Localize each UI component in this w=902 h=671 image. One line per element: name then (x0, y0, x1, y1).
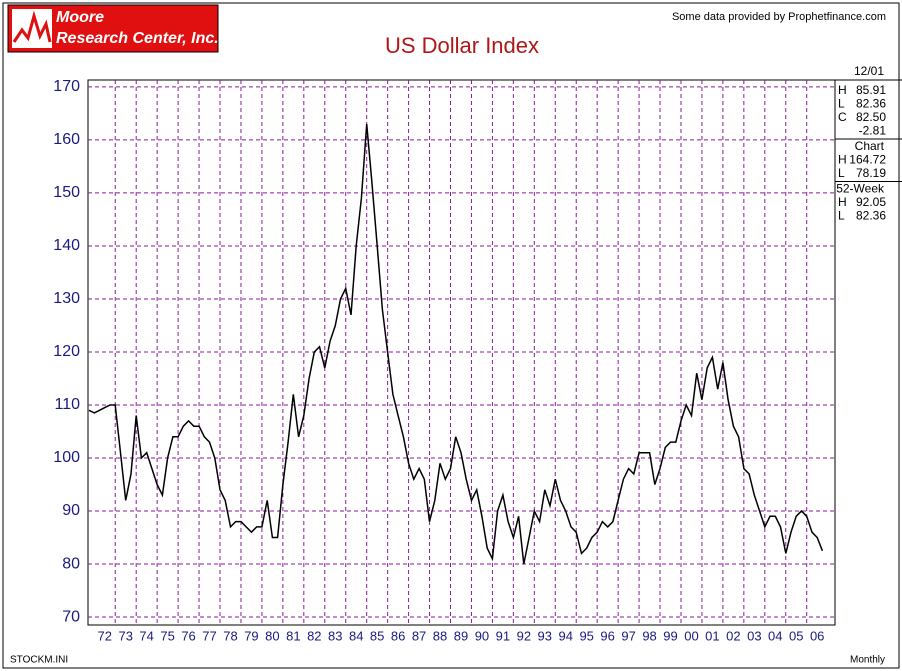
x-tick-label: 75 (160, 628, 174, 643)
x-tick-label: 88 (433, 628, 447, 643)
logo-text: Research Center, Inc. (56, 30, 219, 47)
x-tick-label: 93 (538, 628, 552, 643)
x-tick-label: 02 (726, 628, 740, 643)
y-tick-label: 70 (62, 608, 80, 625)
x-tick-label: 06 (810, 628, 824, 643)
x-tick-label: 74 (139, 628, 153, 643)
logo-text: Moore (56, 9, 104, 26)
x-tick-label: 04 (768, 628, 782, 643)
x-tick-label: 94 (559, 628, 573, 643)
x-tick-label: 79 (244, 628, 258, 643)
panel-label: L (838, 166, 845, 180)
x-tick-label: 99 (663, 628, 677, 643)
panel-label: C (838, 110, 847, 124)
y-tick-label: 130 (53, 290, 80, 307)
panel-heading: 52-Week (836, 182, 885, 196)
x-tick-label: 95 (579, 628, 593, 643)
y-tick-label: 80 (62, 555, 80, 572)
panel-value: 85.91 (856, 83, 886, 97)
x-tick-label: 89 (454, 628, 468, 643)
x-tick-label: 77 (202, 628, 216, 643)
x-tick-label: 73 (118, 628, 132, 643)
panel-label: L (838, 209, 845, 223)
y-tick-label: 120 (53, 343, 80, 360)
panel-heading: Chart (855, 139, 885, 153)
plot-frame (87, 79, 836, 626)
y-tick-label: 100 (53, 449, 80, 466)
x-tick-label: 82 (307, 628, 321, 643)
panel-value: -2.81 (859, 124, 887, 138)
y-tick-label: 140 (53, 237, 80, 254)
y-tick-label: 170 (53, 78, 80, 95)
x-tick-label: 05 (789, 628, 803, 643)
y-tick-label: 150 (53, 184, 80, 201)
panel-value: 78.19 (856, 166, 886, 180)
footer-right: Monthly (850, 655, 885, 666)
x-tick-label: 96 (600, 628, 614, 643)
x-tick-label: 97 (621, 628, 635, 643)
panel-label: H (838, 83, 847, 97)
panel-value: 82.36 (856, 209, 886, 223)
x-tick-label: 90 (475, 628, 489, 643)
chart-title: US Dollar Index (385, 33, 539, 58)
x-tick-label: 86 (391, 628, 405, 643)
x-tick-label: 81 (286, 628, 300, 643)
footer-left: STOCKM.INI (10, 655, 68, 666)
x-tick-label: 84 (349, 628, 363, 643)
panel-value: 82.36 (856, 97, 886, 111)
panel-label: H (838, 195, 847, 209)
x-tick-label: 76 (181, 628, 195, 643)
x-tick-label: 92 (517, 628, 531, 643)
x-tick-label: 78 (223, 628, 237, 643)
logo-mark (12, 10, 52, 43)
panel-label: H (838, 153, 847, 167)
y-tick-label: 160 (53, 131, 80, 148)
x-tick-label: 72 (98, 628, 112, 643)
panel-value: 92.05 (856, 195, 886, 209)
x-tick-label: 98 (642, 628, 656, 643)
y-tick-label: 90 (62, 502, 80, 519)
x-tick-label: 80 (265, 628, 279, 643)
panel-date: 12/01 (854, 64, 884, 78)
x-tick-label: 91 (496, 628, 510, 643)
x-tick-label: 00 (684, 628, 698, 643)
x-tick-label: 87 (412, 628, 426, 643)
y-tick-label: 110 (54, 396, 80, 413)
x-tick-label: 03 (747, 628, 761, 643)
panel-value: 164.72 (849, 153, 886, 167)
credit: Some data provided by Prophetfinance.com (672, 11, 886, 23)
panel-value: 82.50 (856, 110, 886, 124)
panel-label: L (838, 97, 845, 111)
x-tick-label: 01 (705, 628, 719, 643)
x-tick-label: 85 (370, 628, 384, 643)
x-tick-label: 83 (328, 628, 342, 643)
series-line (88, 123, 824, 565)
